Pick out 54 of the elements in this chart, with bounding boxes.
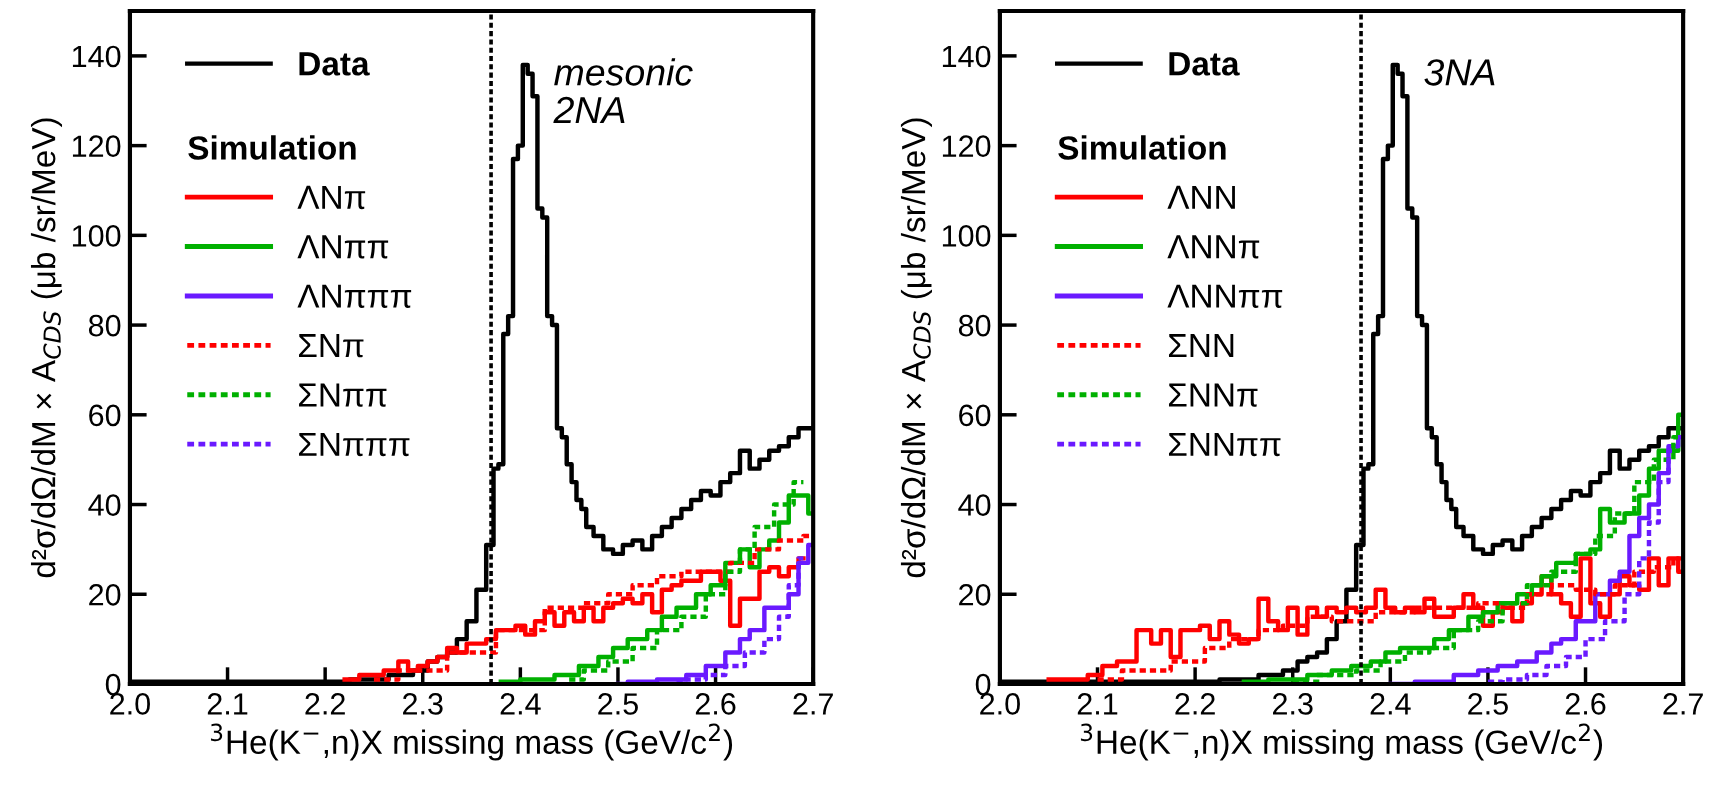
y-tick-label: 100 <box>942 225 991 247</box>
x-tick-label: 2.3 <box>403 693 443 715</box>
legend-label: ΣNN <box>1168 334 1234 358</box>
x-tick-label: 2.4 <box>500 693 541 715</box>
y-tick-label: 140 <box>72 45 121 68</box>
y-tick-label: 60 <box>959 404 991 427</box>
legend-label: ΛNπππ <box>297 284 412 308</box>
y-tick-label: 20 <box>959 583 991 606</box>
legend-label: ΛNπ <box>297 185 366 210</box>
x-axis-title: $^{3}$He(K$^{−}$,n)X missing mass (GeV/c$^{2}$) <box>210 723 733 761</box>
x-tick-label: 2.2 <box>1175 693 1215 715</box>
x-tick-label: 2.7 <box>793 693 833 715</box>
y-tick-label: 80 <box>88 314 121 337</box>
y-axis-title: d²σ/dΩ/dM × A$_{CDS}$ (μb /sr/MeV) <box>30 118 63 578</box>
legend-title: Simulation <box>188 135 356 160</box>
y-tick-label: 40 <box>88 494 121 516</box>
x-tick-label: 2.2 <box>305 693 345 715</box>
y-tick-label: 0 <box>975 673 991 696</box>
x-tick-label: 2.0 <box>110 693 150 715</box>
legend-label: ΣNNπ <box>1168 383 1258 407</box>
x-tick-label: 2.6 <box>1565 693 1606 715</box>
y-tick-label: 140 <box>942 45 991 68</box>
legend-label: ΛNππ <box>297 235 389 259</box>
legend-label: ΣNπ <box>299 334 364 358</box>
x-tick-label: 2.3 <box>1273 693 1313 715</box>
x-tick-label: 2.5 <box>1468 693 1508 715</box>
y-tick-label: 0 <box>105 673 121 696</box>
legend-label: ΣNNππ <box>1168 432 1281 457</box>
x-tick-label: 2.0 <box>980 693 1020 715</box>
y-tick-label: 60 <box>89 404 121 427</box>
y-tick-label: 80 <box>958 314 991 337</box>
y-tick-label: 40 <box>958 494 991 516</box>
annotation: mesonic 2NA <box>553 58 693 123</box>
x-axis-title: $^{3}$He(K$^{−}$,n)X missing mass (GeV/c$^{2}$) <box>1080 723 1603 761</box>
y-tick-label: 120 <box>942 135 991 157</box>
legend-title: Simulation <box>1058 135 1226 160</box>
x-tick-label: 2.1 <box>207 693 248 715</box>
legend-label: ΛNN <box>1167 185 1235 209</box>
annotation: 3NA <box>1424 59 1495 86</box>
y-axis-title: d²σ/dΩ/dM × A$_{CDS}$ (μb /sr/MeV) <box>900 118 932 578</box>
legend-label: ΣNππ <box>299 383 387 407</box>
x-tick-label: 2.5 <box>598 693 638 715</box>
legend-label: ΛNNπ <box>1167 235 1260 259</box>
y-tick-label: 20 <box>89 583 121 606</box>
y-tick-label: 120 <box>72 135 121 157</box>
legend-label: ΣNπππ <box>299 432 410 457</box>
x-tick-label: 2.6 <box>695 693 736 715</box>
legend-label: Data <box>299 52 370 76</box>
y-tick-label: 100 <box>72 225 121 247</box>
x-tick-label: 2.4 <box>1370 693 1411 715</box>
legend-label: Data <box>1169 52 1240 76</box>
legend-label: ΛNNππ <box>1167 284 1283 308</box>
x-tick-label: 2.7 <box>1663 693 1703 715</box>
x-tick-label: 2.1 <box>1077 693 1118 715</box>
